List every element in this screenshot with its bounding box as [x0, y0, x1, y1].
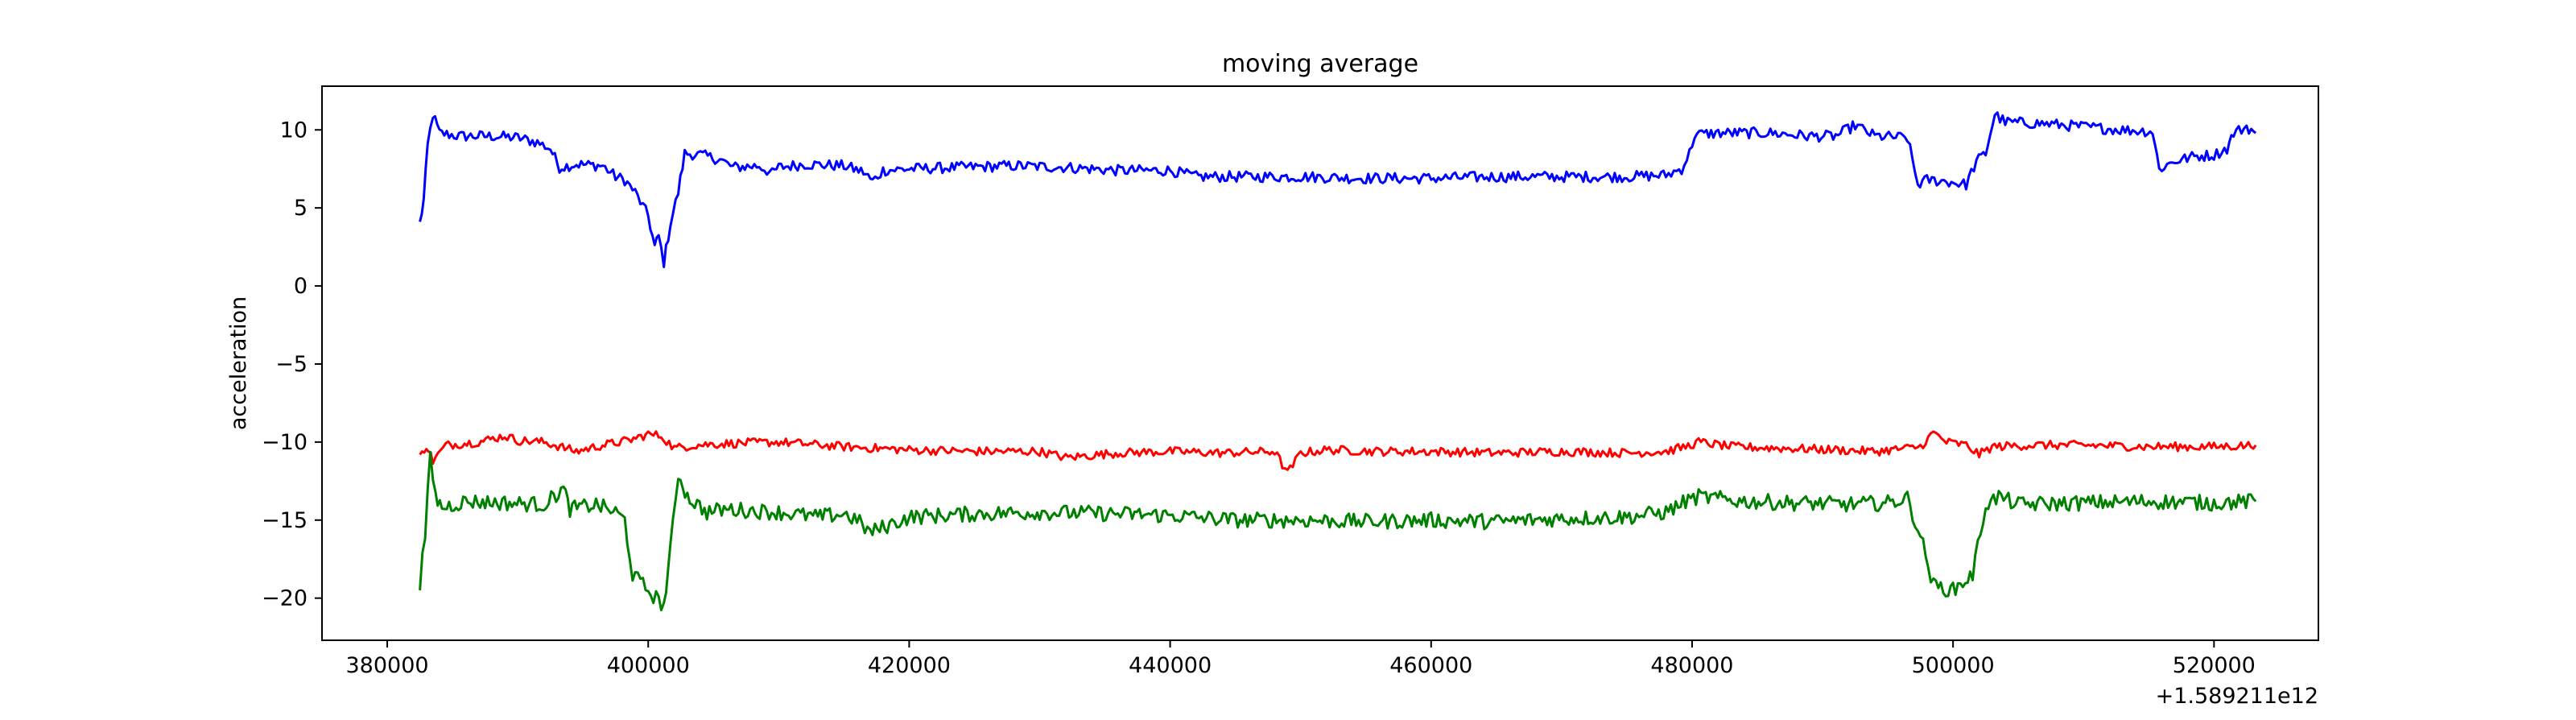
x-tick-label: 500000 [1912, 653, 1995, 678]
y-tick-label: 0 [294, 274, 308, 299]
y-tick-label: −5 [275, 352, 308, 377]
x-axis-offset-label: +1.589211e12 [2156, 684, 2318, 709]
x-tick-label: 460000 [1389, 653, 1472, 678]
x-axis: 380000 400000 420000 440000 460000 480000 5000… [346, 640, 2256, 678]
x-tick-label: 520000 [2173, 653, 2256, 678]
x-tick-label: 420000 [868, 653, 951, 678]
y-tick-label: 5 [294, 196, 308, 221]
series-line-0 [419, 111, 2257, 269]
chart-title: moving average [1222, 50, 1418, 78]
y-tick-label: −20 [262, 586, 308, 611]
y-axis-label: acceleration [226, 296, 251, 430]
plot-lines [419, 111, 2257, 612]
series-line-1 [419, 430, 2257, 471]
y-tick-label: 10 [280, 118, 308, 143]
x-tick-label: 400000 [607, 653, 690, 678]
y-tick-label: −10 [262, 430, 308, 455]
x-tick-label: 440000 [1129, 653, 1212, 678]
plot-frame [321, 85, 2319, 641]
x-tick-label: 480000 [1650, 653, 1733, 678]
series-line-2 [419, 450, 2257, 612]
y-axis: 10 5 0 −5 −10 −15 −20 [262, 118, 322, 611]
y-tick-label: −15 [262, 508, 308, 533]
x-tick-label: 380000 [346, 653, 429, 678]
